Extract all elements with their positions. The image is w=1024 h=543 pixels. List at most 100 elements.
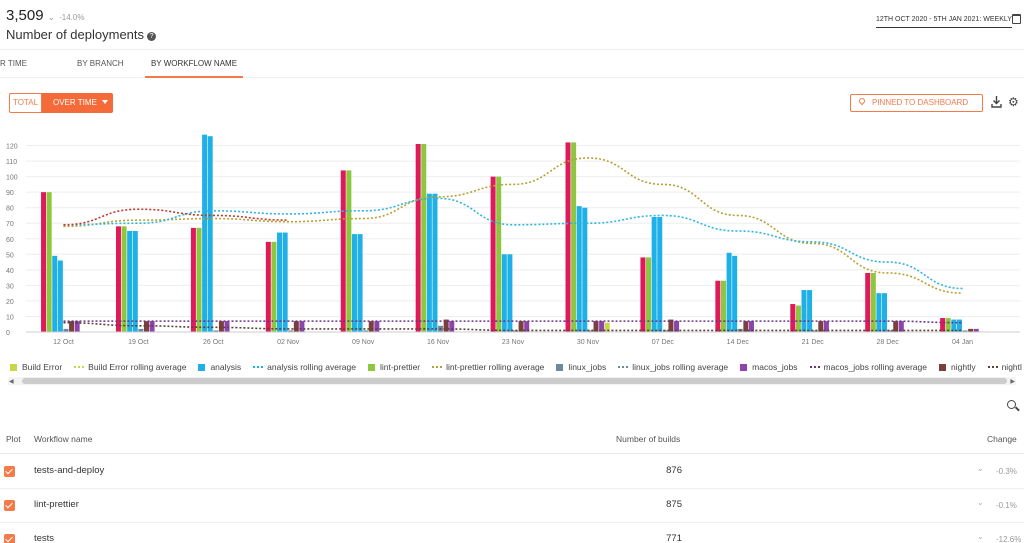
legend-item[interactable]: analysis rolling average [253, 362, 356, 372]
legend-label: Build Error [22, 361, 63, 372]
header-workflow-name[interactable]: Workflow name [34, 434, 93, 444]
bar-linux-jobs [812, 330, 818, 332]
y-tick-label: 50 [6, 252, 14, 259]
bar-analysis-2 [357, 234, 363, 332]
rolling-line-nightly-rolling-average [63, 321, 963, 332]
total-toggle[interactable]: TOTAL [9, 93, 42, 113]
plot-checkbox[interactable] [4, 466, 15, 477]
y-tick-label: 70 [6, 221, 14, 228]
page-title: Number of deployments? [6, 27, 157, 42]
bar-analysis-2 [732, 255, 738, 332]
legend-item[interactable]: lint-prettier [367, 362, 420, 372]
legend-label: nightly [951, 361, 976, 372]
legend-item[interactable]: macos_jobs rolling average [809, 362, 927, 372]
legend-item[interactable]: linux_jobs [556, 362, 606, 372]
bar-lint-prettier [271, 241, 277, 332]
bar-linux-jobs [587, 330, 593, 332]
bar-tests [790, 304, 796, 332]
table-row[interactable]: tests 771 ⌄ -12.6% [0, 523, 1024, 543]
header-change[interactable]: Change [987, 434, 1017, 444]
bar-analysis-2 [807, 290, 813, 332]
bar-analysis-2 [207, 136, 213, 332]
bar-analysis [202, 134, 208, 332]
x-tick-label: 26 Oct [203, 339, 224, 346]
bar-analysis-2 [57, 260, 63, 332]
bar-analysis [801, 290, 807, 332]
scroll-left-icon[interactable]: ◀ [9, 379, 14, 385]
legend-item[interactable]: nightly r [987, 361, 1022, 372]
legend-item[interactable]: nightly [939, 362, 976, 372]
legend-swatch [432, 365, 443, 368]
bar-nightly [218, 321, 224, 332]
legend-swatch [198, 363, 206, 371]
over-time-dropdown[interactable]: OVER TIME [42, 93, 113, 113]
legend-swatch [987, 365, 998, 368]
change-value: -0.3% [996, 467, 1017, 476]
bar-nightly [518, 321, 524, 332]
bar-analysis [52, 255, 58, 332]
build-count: 771 [666, 533, 682, 543]
rolling-line-analysis-rolling-average [63, 197, 963, 290]
scroll-thumb[interactable] [22, 378, 1007, 384]
bar-linux-jobs [962, 330, 968, 332]
legend-item[interactable]: lint-prettier rolling average [432, 362, 544, 372]
legend-label: nightly r [1001, 361, 1022, 372]
bar-analysis [277, 232, 283, 332]
pinned-to-dashboard-button[interactable]: PINNED TO DASHBOARD [850, 94, 983, 112]
workflow-name: lint-prettier [34, 499, 79, 510]
scroll-right-icon[interactable]: ▶ [1010, 379, 1015, 385]
bar-lint-prettier [196, 227, 202, 332]
bar-linux-jobs [63, 328, 69, 332]
legend-scrollbar[interactable]: ◀ ▶ [8, 377, 1016, 385]
tab-bar: R TIME BY BRANCH BY WORKFLOW NAME [0, 51, 1024, 78]
legend-item[interactable]: Build Error rolling average [74, 362, 186, 372]
bar-analysis [127, 231, 133, 332]
calendar-icon[interactable] [1012, 14, 1021, 24]
rolling-line-lint-prettier-rolling-average [63, 157, 963, 294]
bar-nightly [593, 321, 599, 332]
bar-linux-jobs [138, 328, 144, 332]
gear-icon[interactable]: ⚙ [1008, 95, 1019, 109]
x-tick-label: 09 Nov [352, 339, 375, 346]
plot-checkbox[interactable] [4, 500, 15, 511]
legend-item[interactable]: macos_jobs [740, 362, 798, 372]
bar-tests [490, 176, 496, 332]
search-icon[interactable] [1007, 400, 1016, 409]
bar-macos-jobs [599, 321, 605, 332]
plot-checkbox[interactable] [4, 534, 15, 543]
date-range-picker[interactable]: 12TH OCT 2020 - 5TH JAN 2021: WEEKLY [876, 16, 1012, 28]
page-title-text: Number of deployments [6, 27, 145, 42]
bar-macos-jobs [74, 321, 80, 332]
legend-item[interactable]: linux_jobs rolling average [618, 362, 728, 372]
bar-lint-prettier [346, 170, 352, 332]
header-plot: Plot [6, 434, 21, 444]
legend-swatch [740, 363, 748, 371]
bar-tests [340, 170, 346, 332]
header-number-of-builds[interactable]: Number of builds [616, 434, 681, 444]
x-tick-label: 28 Dec [877, 339, 900, 346]
tab-over-time[interactable]: R TIME [0, 59, 27, 68]
pinned-label: PINNED TO DASHBOARD [872, 98, 969, 107]
bar-analysis [876, 293, 882, 332]
build-count: 875 [666, 499, 682, 510]
bar-nightly [293, 321, 299, 332]
legend-item[interactable]: Build Error [10, 362, 62, 372]
download-icon[interactable] [991, 96, 1002, 108]
bar-nightly [968, 328, 974, 332]
bar-macos-jobs [299, 321, 305, 332]
bar-analysis-2 [432, 193, 438, 332]
help-icon[interactable]: ? [147, 32, 157, 41]
bar-nightly [368, 321, 374, 332]
trend-down-icon: ⌄ [977, 498, 984, 507]
trend-down-icon: ⌄ [47, 12, 56, 22]
y-tick-label: 110 [6, 159, 17, 166]
tab-by-workflow-name[interactable]: BY WORKFLOW NAME [145, 51, 243, 78]
legend-item[interactable]: analysis [198, 362, 241, 372]
bar-analysis [426, 193, 432, 332]
table-row[interactable]: lint-prettier 875 ⌄ -0.1% [0, 489, 1024, 523]
workflow-name: tests-and-deploy [34, 465, 105, 476]
tab-by-branch[interactable]: BY BRANCH [77, 59, 124, 68]
table-row[interactable]: tests-and-deploy 876 ⌄ -0.3% [0, 455, 1024, 489]
x-tick-label: 19 Oct [128, 339, 149, 346]
bar-nightly [818, 321, 824, 332]
